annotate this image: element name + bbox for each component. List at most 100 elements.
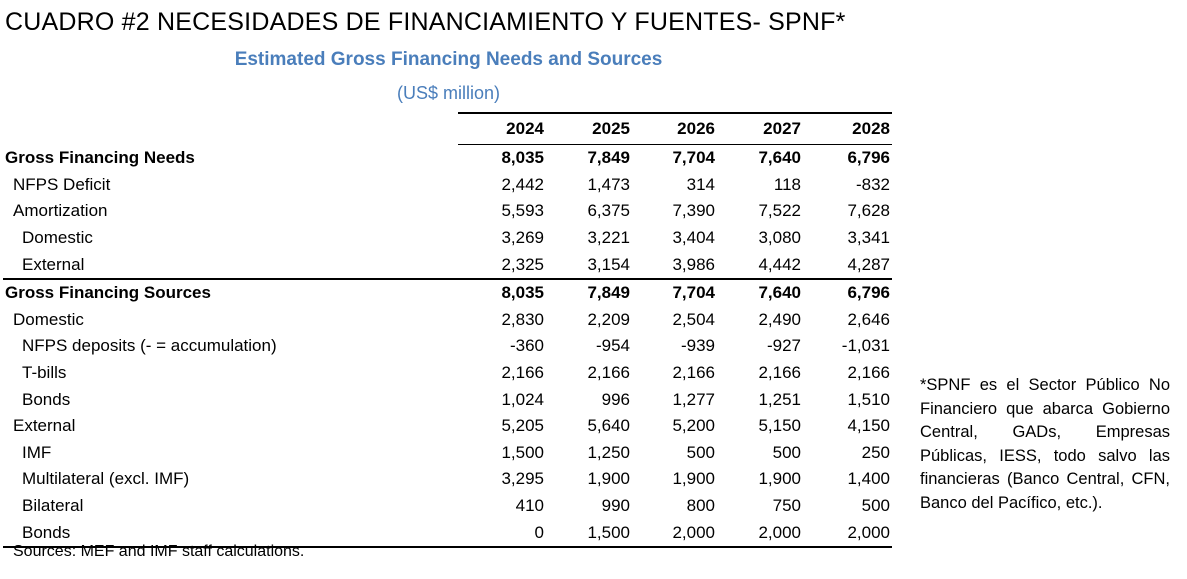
row-value: 1,024 <box>501 389 544 409</box>
table-row: NFPS deposits (- = accumulation) -360 -9… <box>3 333 892 360</box>
row-label: Bonds <box>22 389 71 409</box>
row-value: 6,796 <box>847 148 890 168</box>
row-value: 2,166 <box>672 363 715 383</box>
row-value: 3,269 <box>501 228 544 248</box>
row-value: -1,031 <box>841 336 890 356</box>
row-value: 1,510 <box>847 389 890 409</box>
row-value: 7,704 <box>632 277 717 307</box>
row-value: 1,900 <box>672 469 715 489</box>
table-row: External 5,205 5,640 5,200 5,150 4,150 <box>3 413 892 440</box>
main-title: CUADRO #2 NECESIDADES DE FINANCIAMIENTO … <box>5 8 846 36</box>
table-row: Bilateral 410 990 800 750 500 <box>3 493 892 520</box>
row-value: 7,522 <box>758 201 801 221</box>
row-value: -360 <box>509 336 544 356</box>
row-value: 3,341 <box>847 228 890 248</box>
column-header: 2028 <box>803 112 892 145</box>
row-value: 2,504 <box>672 309 715 329</box>
row-value: 6,796 <box>803 277 892 307</box>
row-value: 2,490 <box>758 309 801 329</box>
row-label: Domestic <box>22 228 93 248</box>
row-value: 8,035 <box>501 148 544 168</box>
row-label: External <box>22 254 85 274</box>
row-value: 2,000 <box>803 519 892 548</box>
row-value: 2,325 <box>501 254 544 274</box>
row-value: 3,221 <box>587 228 630 248</box>
row-value: 5,640 <box>587 416 630 436</box>
header-label-cell <box>3 113 458 145</box>
row-value: 750 <box>772 496 801 516</box>
row-label: Bilateral <box>22 496 84 516</box>
table-row: Domestic 3,269 3,221 3,404 3,080 3,341 <box>3 225 892 252</box>
row-value: 3,154 <box>587 254 630 274</box>
table-header-row: 2024 2025 2026 2027 2028 <box>3 112 892 145</box>
row-value: 4,150 <box>847 416 890 436</box>
table-row: Domestic 2,830 2,209 2,504 2,490 2,646 <box>3 307 892 334</box>
source-note: Sources: MEF and IMF staff calculations. <box>13 543 305 560</box>
table-subtitle: (US$ million) <box>396 83 501 103</box>
row-value: 2,166 <box>587 363 630 383</box>
row-value: 996 <box>601 389 630 409</box>
table-row: Amortization 5,593 6,375 7,390 7,522 7,6… <box>3 198 892 225</box>
row-value: 5,593 <box>501 201 544 221</box>
row-value: 1,900 <box>587 469 630 489</box>
row-value: 2,166 <box>847 363 890 383</box>
row-value: 3,295 <box>501 469 544 489</box>
row-value: 2,442 <box>501 174 544 194</box>
row-value: 2,166 <box>501 363 544 383</box>
column-header: 2027 <box>717 112 803 145</box>
row-value: 1,250 <box>587 442 630 462</box>
financing-table: 2024 2025 2026 2027 2028 Gross Financing… <box>3 112 892 548</box>
column-header: 2025 <box>546 112 632 145</box>
row-value: 2,000 <box>717 519 803 548</box>
row-value: 250 <box>861 442 890 462</box>
row-value: 7,849 <box>546 277 632 307</box>
table-row: IMF 1,500 1,250 500 500 250 <box>3 440 892 467</box>
row-label: Multilateral (excl. IMF) <box>22 469 190 489</box>
row-value: 500 <box>772 442 801 462</box>
row-label: Domestic <box>13 309 84 329</box>
row-value: 0 <box>458 519 546 548</box>
row-value: 3,080 <box>758 228 801 248</box>
row-value: 500 <box>686 442 715 462</box>
row-value: 8,035 <box>458 277 546 307</box>
row-value: 1,500 <box>546 519 632 548</box>
row-value: -954 <box>595 336 630 356</box>
row-value: -939 <box>680 336 715 356</box>
row-value: 990 <box>601 496 630 516</box>
row-label: T-bills <box>22 363 67 383</box>
row-value: 1,900 <box>758 469 801 489</box>
row-value: 1,251 <box>758 389 801 409</box>
row-value: 1,500 <box>501 442 544 462</box>
row-value: 7,640 <box>758 148 801 168</box>
row-label: Amortization <box>13 201 108 221</box>
row-value: -832 <box>855 174 890 194</box>
row-value: 118 <box>773 174 801 194</box>
row-value: 4,287 <box>847 254 890 274</box>
row-value: 410 <box>515 496 544 516</box>
row-value: 4,442 <box>758 254 801 274</box>
row-value: 1,473 <box>587 174 630 194</box>
table-row: Gross Financing Sources 8,035 7,849 7,70… <box>3 277 892 307</box>
row-label: IMF <box>22 442 52 462</box>
row-value: 2,000 <box>632 519 717 548</box>
row-value: 2,166 <box>758 363 801 383</box>
row-value: 7,640 <box>717 277 803 307</box>
column-header: 2024 <box>458 112 546 145</box>
table-row: Bonds 0 1,500 2,000 2,000 2,000 <box>3 519 892 548</box>
side-note: *SPNF es el Sector Público No Financiero… <box>920 376 1170 512</box>
row-value: 1,400 <box>847 469 890 489</box>
column-header: 2026 <box>632 112 717 145</box>
row-label: Gross Financing Needs <box>5 148 195 168</box>
table-row: NFPS Deficit 2,442 1,473 314 118 -832 <box>3 172 892 199</box>
row-value: 3,404 <box>672 228 715 248</box>
row-value: 500 <box>861 496 890 516</box>
row-value: 7,390 <box>672 201 715 221</box>
row-value: 2,209 <box>587 309 630 329</box>
row-value: 6,375 <box>587 201 630 221</box>
row-label: NFPS Deficit <box>13 174 111 194</box>
row-value: 5,200 <box>672 416 715 436</box>
row-label: NFPS deposits (- = accumulation) <box>22 336 277 356</box>
row-label: Bonds <box>3 519 458 548</box>
row-value: 2,646 <box>847 309 890 329</box>
row-label: External <box>13 416 76 436</box>
